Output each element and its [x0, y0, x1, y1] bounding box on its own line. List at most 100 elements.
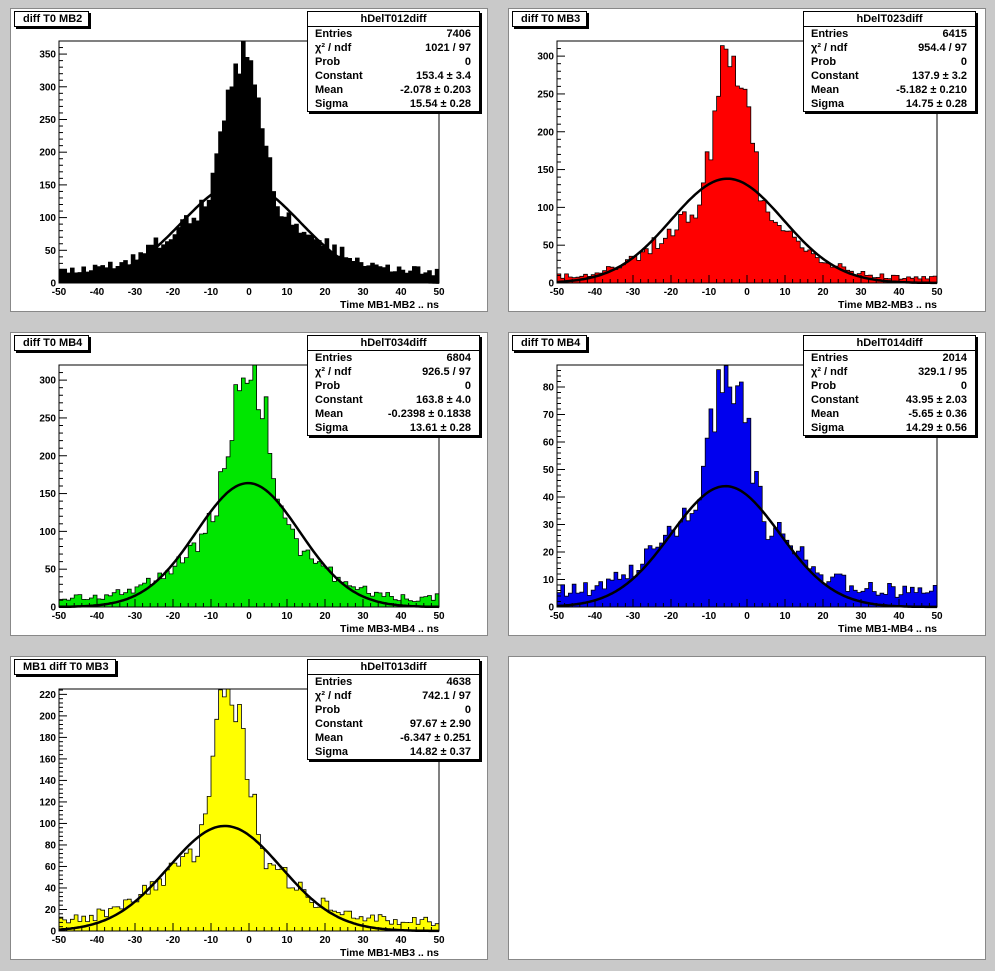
stats-box: hDelT023diff Entries 6415 χ² / ndf 954.4 /…	[803, 11, 976, 112]
pad-1: -50 -40 -30 -20 -10 0 10 20 30 40 50 0 50 100 150 200 25…	[10, 8, 488, 312]
x-tick-label: -40	[90, 935, 105, 946]
stats-name: hDelT023diff	[804, 12, 975, 27]
x-tick-label: -20	[664, 287, 679, 298]
x-tick-label: 0	[744, 287, 750, 298]
stats-box: hDelT012diff Entries 7406 χ² / ndf 1021 / …	[307, 11, 480, 112]
y-tick-label: 180	[39, 733, 56, 744]
y-tick-label: 100	[39, 213, 56, 224]
stats-label: Sigma	[315, 98, 349, 110]
stats-chi2: 742.1 / 97	[422, 690, 471, 702]
x-tick-label: 20	[319, 611, 331, 622]
stats-entries: 7406	[446, 28, 471, 40]
stats-label: Entries	[315, 28, 353, 40]
stats-chi2: 329.1 / 95	[918, 366, 967, 378]
x-tick-label: -10	[702, 287, 717, 298]
stats-mean: -5.65 ± 0.36	[908, 408, 967, 420]
y-tick-label: 0	[50, 603, 56, 614]
stats-label: Mean	[315, 84, 344, 96]
x-tick-label: 20	[817, 287, 829, 298]
gaussian-fit-curve	[556, 484, 937, 609]
y-tick-label: 120	[39, 797, 56, 808]
x-tick-label: -20	[166, 611, 181, 622]
stats-label: Sigma	[315, 422, 349, 434]
stats-label: Constant	[811, 70, 859, 82]
stats-mean: -6.347 ± 0.251	[400, 732, 471, 744]
stats-constant: 43.95 ± 2.03	[905, 394, 967, 406]
y-tick-label: 200	[39, 451, 56, 462]
x-tick-label: -10	[204, 935, 219, 946]
x-tick-label: 10	[779, 287, 791, 298]
gaussian-fit-curve	[59, 481, 440, 609]
x-tick-label: -40	[90, 287, 105, 298]
y-tick-label: 50	[543, 465, 555, 476]
x-tick-label: 20	[817, 611, 829, 622]
y-tick-label: 350	[39, 50, 56, 61]
x-tick-label: 0	[246, 287, 252, 298]
x-axis-title: Time MB1-MB3 .. ns	[340, 947, 439, 959]
x-tick-label: -10	[204, 287, 219, 298]
y-tick-label: 200	[39, 148, 56, 159]
plot-2: -50 -40 -30 -20 -10 0 10 20 30 40 50 0 50 100 150 200 25…	[537, 40, 943, 311]
stats-label: Entries	[811, 352, 849, 364]
x-tick-label: 40	[395, 935, 407, 946]
x-tick-label: 10	[281, 287, 293, 298]
stats-label: Sigma	[811, 98, 845, 110]
y-tick-label: 300	[39, 82, 56, 93]
stats-label: Prob	[315, 380, 341, 392]
stats-label: Prob	[811, 380, 837, 392]
stats-label: Mean	[315, 408, 344, 420]
y-tick-label: 0	[548, 603, 554, 614]
x-tick-label: 30	[855, 287, 867, 298]
y-tick-label: 70	[543, 410, 555, 421]
histogram-bars	[58, 364, 440, 608]
x-tick-label: -10	[204, 611, 219, 622]
stats-prob: 0	[464, 704, 471, 716]
x-tick-label: -20	[664, 611, 679, 622]
x-tick-label: 50	[931, 287, 943, 298]
x-tick-label: 20	[319, 287, 331, 298]
stats-sigma: 13.61 ± 0.28	[409, 422, 471, 434]
plot-3: -50 -40 -30 -20 -10 0 10 20 30 40 50 0 50 100 150 200 25…	[39, 364, 445, 635]
y-tick-label: 220	[39, 690, 56, 701]
pad-title: diff T0 MB2	[14, 11, 90, 27]
x-tick-label: 30	[357, 287, 369, 298]
x-axis-title: Time MB3-MB4 .. ns	[340, 623, 439, 635]
stats-sigma: 14.82 ± 0.37	[409, 746, 471, 758]
plot-5: -50 -40 -30 -20 -10 0 10 20 30 40 50 0 20 40 60 80 100 12…	[39, 688, 445, 959]
x-tick-label: -10	[702, 611, 717, 622]
stats-box: hDelT014diff Entries 2014 χ² / ndf 329.1 /…	[803, 335, 976, 436]
stats-label: χ² / ndf	[811, 366, 848, 378]
y-tick-label: 80	[543, 383, 555, 394]
x-tick-label: -50	[52, 935, 67, 946]
y-tick-label: 140	[39, 776, 56, 787]
plot-4: -50 -40 -30 -20 -10 0 10 20 30 40 50 0 10 20 30 40 50 60 7…	[543, 364, 943, 635]
x-tick-label: 50	[931, 611, 943, 622]
x-tick-label: 50	[433, 287, 445, 298]
pad-title: MB1 diff T0 MB3	[14, 659, 116, 675]
x-tick-label: 10	[281, 935, 293, 946]
stats-prob: 0	[464, 56, 471, 68]
pad-5: -50 -40 -30 -20 -10 0 10 20 30 40 50 0 20 40 60 80 100 12…	[10, 656, 488, 960]
x-tick-label: -20	[166, 935, 181, 946]
pad-title: diff T0 MB3	[512, 11, 588, 27]
stats-prob: 0	[464, 380, 471, 392]
stats-prob: 0	[960, 56, 967, 68]
x-axis-title: Time MB1-MB2 .. ns	[340, 299, 439, 311]
stats-label: Entries	[315, 352, 353, 364]
x-tick-label: -30	[626, 287, 641, 298]
stats-label: χ² / ndf	[315, 690, 352, 702]
stats-label: Entries	[811, 28, 849, 40]
x-tick-label: 30	[357, 611, 369, 622]
stats-constant: 137.9 ± 3.2	[912, 70, 967, 82]
x-tick-label: -40	[588, 287, 603, 298]
y-tick-label: 250	[537, 89, 554, 100]
x-tick-label: 0	[246, 935, 252, 946]
stats-name: hDelT013diff	[308, 660, 479, 675]
stats-label: χ² / ndf	[811, 42, 848, 54]
stats-label: Entries	[315, 676, 353, 688]
y-tick-label: 0	[548, 279, 554, 290]
y-tick-label: 0	[50, 279, 56, 290]
pad-6-empty	[508, 656, 986, 960]
stats-mean: -2.078 ± 0.203	[400, 84, 471, 96]
x-tick-label: 40	[395, 287, 407, 298]
